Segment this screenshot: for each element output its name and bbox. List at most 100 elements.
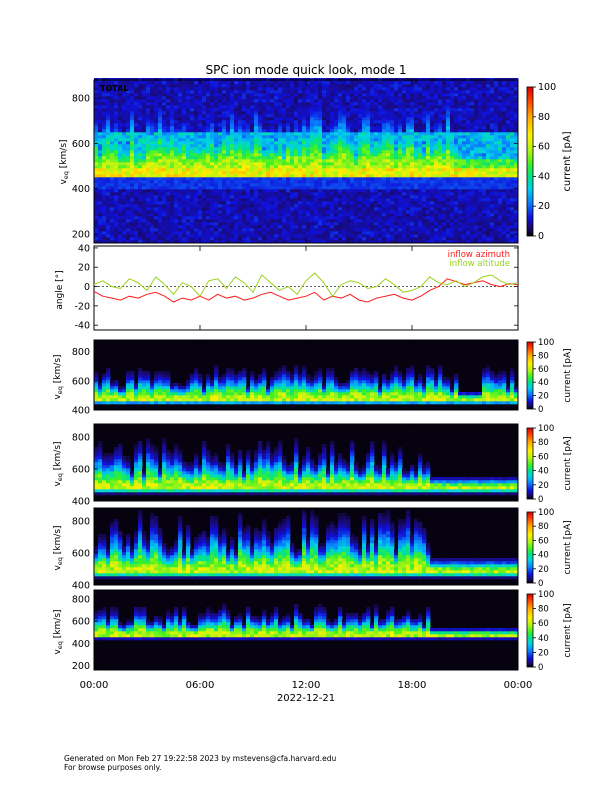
heatmap-cell <box>386 162 391 166</box>
heatmap-cell <box>230 129 235 133</box>
heatmap-cell <box>438 102 443 106</box>
heatmap-cell <box>182 216 187 220</box>
heatmap-cell <box>206 171 211 175</box>
heatmap-cell <box>138 141 143 145</box>
heatmap-cell <box>214 120 219 124</box>
heatmap-cell <box>130 216 135 220</box>
heatmap-cell <box>278 102 283 106</box>
heatmap-cell <box>202 123 207 127</box>
heatmap-cell <box>310 156 315 160</box>
heatmap-cell <box>230 168 235 172</box>
heatmap-cell <box>422 138 427 142</box>
heatmap-cell <box>214 138 219 142</box>
heatmap-cell <box>326 105 331 109</box>
heatmap-cell <box>454 174 459 178</box>
heatmap-cell <box>130 234 135 238</box>
heatmap-cell <box>290 180 295 184</box>
heatmap-cell <box>402 84 407 88</box>
heatmap-cell <box>426 159 431 163</box>
heatmap-cell <box>406 231 411 235</box>
heatmap-cell <box>274 174 279 178</box>
heatmap-cell <box>302 216 307 220</box>
heatmap-cell <box>374 150 379 154</box>
heatmap-cell <box>442 153 447 157</box>
heatmap-cell <box>174 120 179 124</box>
heatmap-cell <box>378 198 383 202</box>
heatmap-cell <box>414 99 419 103</box>
heatmap-cell <box>234 135 239 139</box>
heatmap-cell <box>306 198 311 202</box>
heatmap-cell <box>170 135 175 139</box>
heatmap-cell <box>382 114 387 118</box>
heatmap-cell <box>370 207 375 211</box>
heatmap-cell <box>446 81 451 85</box>
heatmap-cell <box>318 105 323 109</box>
heatmap-cell <box>302 147 307 151</box>
heatmap-cell <box>430 96 435 100</box>
heatmap-cell <box>190 114 195 118</box>
heatmap-cell <box>442 147 447 151</box>
heatmap-cell <box>366 237 371 241</box>
heatmap-cell <box>194 219 199 223</box>
heatmap-cell <box>186 96 191 100</box>
heatmap-cell <box>158 135 163 139</box>
heatmap-cell <box>378 189 383 193</box>
heatmap-cell <box>298 237 303 241</box>
heatmap-cell <box>314 153 319 157</box>
heatmap-cell <box>374 144 379 148</box>
heatmap-cell <box>450 180 455 184</box>
heatmap-cell <box>438 147 443 151</box>
heatmap-cell <box>166 222 171 226</box>
heatmap-cell <box>426 219 431 223</box>
heatmap-cell <box>242 138 247 142</box>
heatmap-cell <box>262 147 267 151</box>
heatmap-cell <box>246 150 251 154</box>
heatmap-cell <box>130 198 135 202</box>
heatmap-cell <box>334 114 339 118</box>
heatmap-cell <box>414 165 419 169</box>
heatmap-cell <box>430 144 435 148</box>
heatmap-cell <box>262 219 267 223</box>
heatmap-cell <box>126 234 131 238</box>
heatmap-cell <box>146 159 151 163</box>
heatmap-cell <box>394 153 399 157</box>
heatmap-cell <box>110 84 115 88</box>
heatmap-cell <box>382 198 387 202</box>
heatmap-cell <box>226 204 231 208</box>
heatmap-cell <box>102 153 107 157</box>
heatmap-cell <box>106 213 111 217</box>
heatmap-cell <box>114 147 119 151</box>
heatmap-cell <box>122 204 127 208</box>
heatmap-cell <box>234 99 239 103</box>
heatmap-cell <box>218 105 223 109</box>
heatmap-cell <box>442 225 447 229</box>
heatmap-cell <box>246 153 251 157</box>
heatmap-cell <box>302 237 307 241</box>
heatmap-cell <box>446 135 451 139</box>
heatmap-cell <box>450 213 455 217</box>
heatmap-cell <box>322 126 327 130</box>
heatmap-cell <box>346 141 351 145</box>
heatmap-cell <box>182 102 187 106</box>
heatmap-cell <box>422 90 427 94</box>
heatmap-cell <box>202 153 207 157</box>
heatmap-cell <box>222 204 227 208</box>
heatmap-cell <box>182 114 187 118</box>
heatmap-cell <box>386 234 391 238</box>
heatmap-cell <box>202 168 207 172</box>
heatmap-cell <box>126 228 131 232</box>
heatmap-cell <box>266 171 271 175</box>
heatmap-cell <box>342 105 347 109</box>
heatmap-cell <box>114 120 119 124</box>
heatmap-cell <box>178 216 183 220</box>
heatmap-cell <box>154 132 159 136</box>
heatmap-cell <box>434 177 439 181</box>
heatmap-cell <box>230 237 235 241</box>
heatmap-cell <box>230 219 235 223</box>
heatmap-cell <box>398 219 403 223</box>
heatmap-cell <box>102 96 107 100</box>
heatmap-cell <box>378 201 383 205</box>
heatmap-cell <box>178 186 183 190</box>
heatmap-cell <box>182 135 187 139</box>
heatmap-cell <box>446 228 451 232</box>
